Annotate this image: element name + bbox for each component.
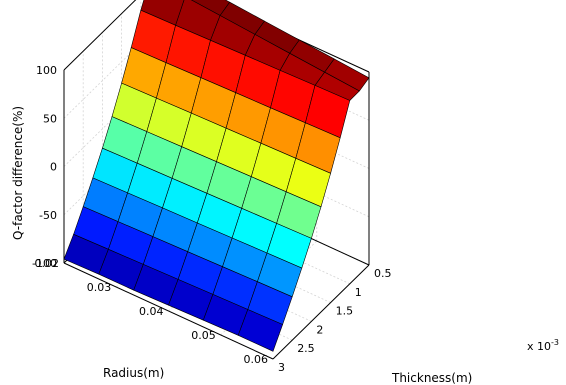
y-tick-label: 0.02 — [35, 257, 60, 270]
x-exponent-base: x 10 — [527, 340, 551, 353]
z-tick-label: 50 — [43, 112, 57, 125]
x-tick-label: 3 — [278, 361, 285, 374]
y-tick-label: 0.03 — [87, 281, 112, 294]
x-exponent-power: -3 — [551, 338, 559, 347]
x-tick-label: 2 — [316, 323, 323, 336]
z-tick-label: -50 — [39, 209, 57, 222]
z-tick-label: -100 — [32, 257, 57, 270]
y-axis-label: Radius(m) — [103, 366, 164, 380]
x-axis-exponent: x 10-3 — [527, 338, 559, 353]
x-tick-label: 2.5 — [297, 342, 315, 355]
z-tick-label: 0 — [50, 161, 57, 174]
axis-edge — [63, 262, 274, 360]
y-tick-label: 0.06 — [244, 353, 269, 366]
z-tick-label: 100 — [36, 64, 57, 77]
x-axis-label: Thickness(m) — [391, 371, 472, 385]
surface-patch — [237, 309, 283, 352]
axis-edge — [272, 264, 370, 360]
x-tick-label: 1 — [355, 286, 362, 299]
x-tick-label: 0.5 — [374, 267, 392, 280]
surface-plot — [63, 0, 370, 352]
axis-edge — [63, 0, 137, 71]
y-tick-label: 0.05 — [191, 329, 216, 342]
y-tick-label: 0.04 — [139, 305, 164, 318]
tick-labels: -100 -50 0 50 100 0.02 0.03 0.04 0.05 0.06 0.5 11.5… — [32, 64, 391, 374]
x-tick-label: 1.5 — [336, 305, 354, 318]
z-axis-label: Q-factor difference(%) — [11, 106, 25, 240]
